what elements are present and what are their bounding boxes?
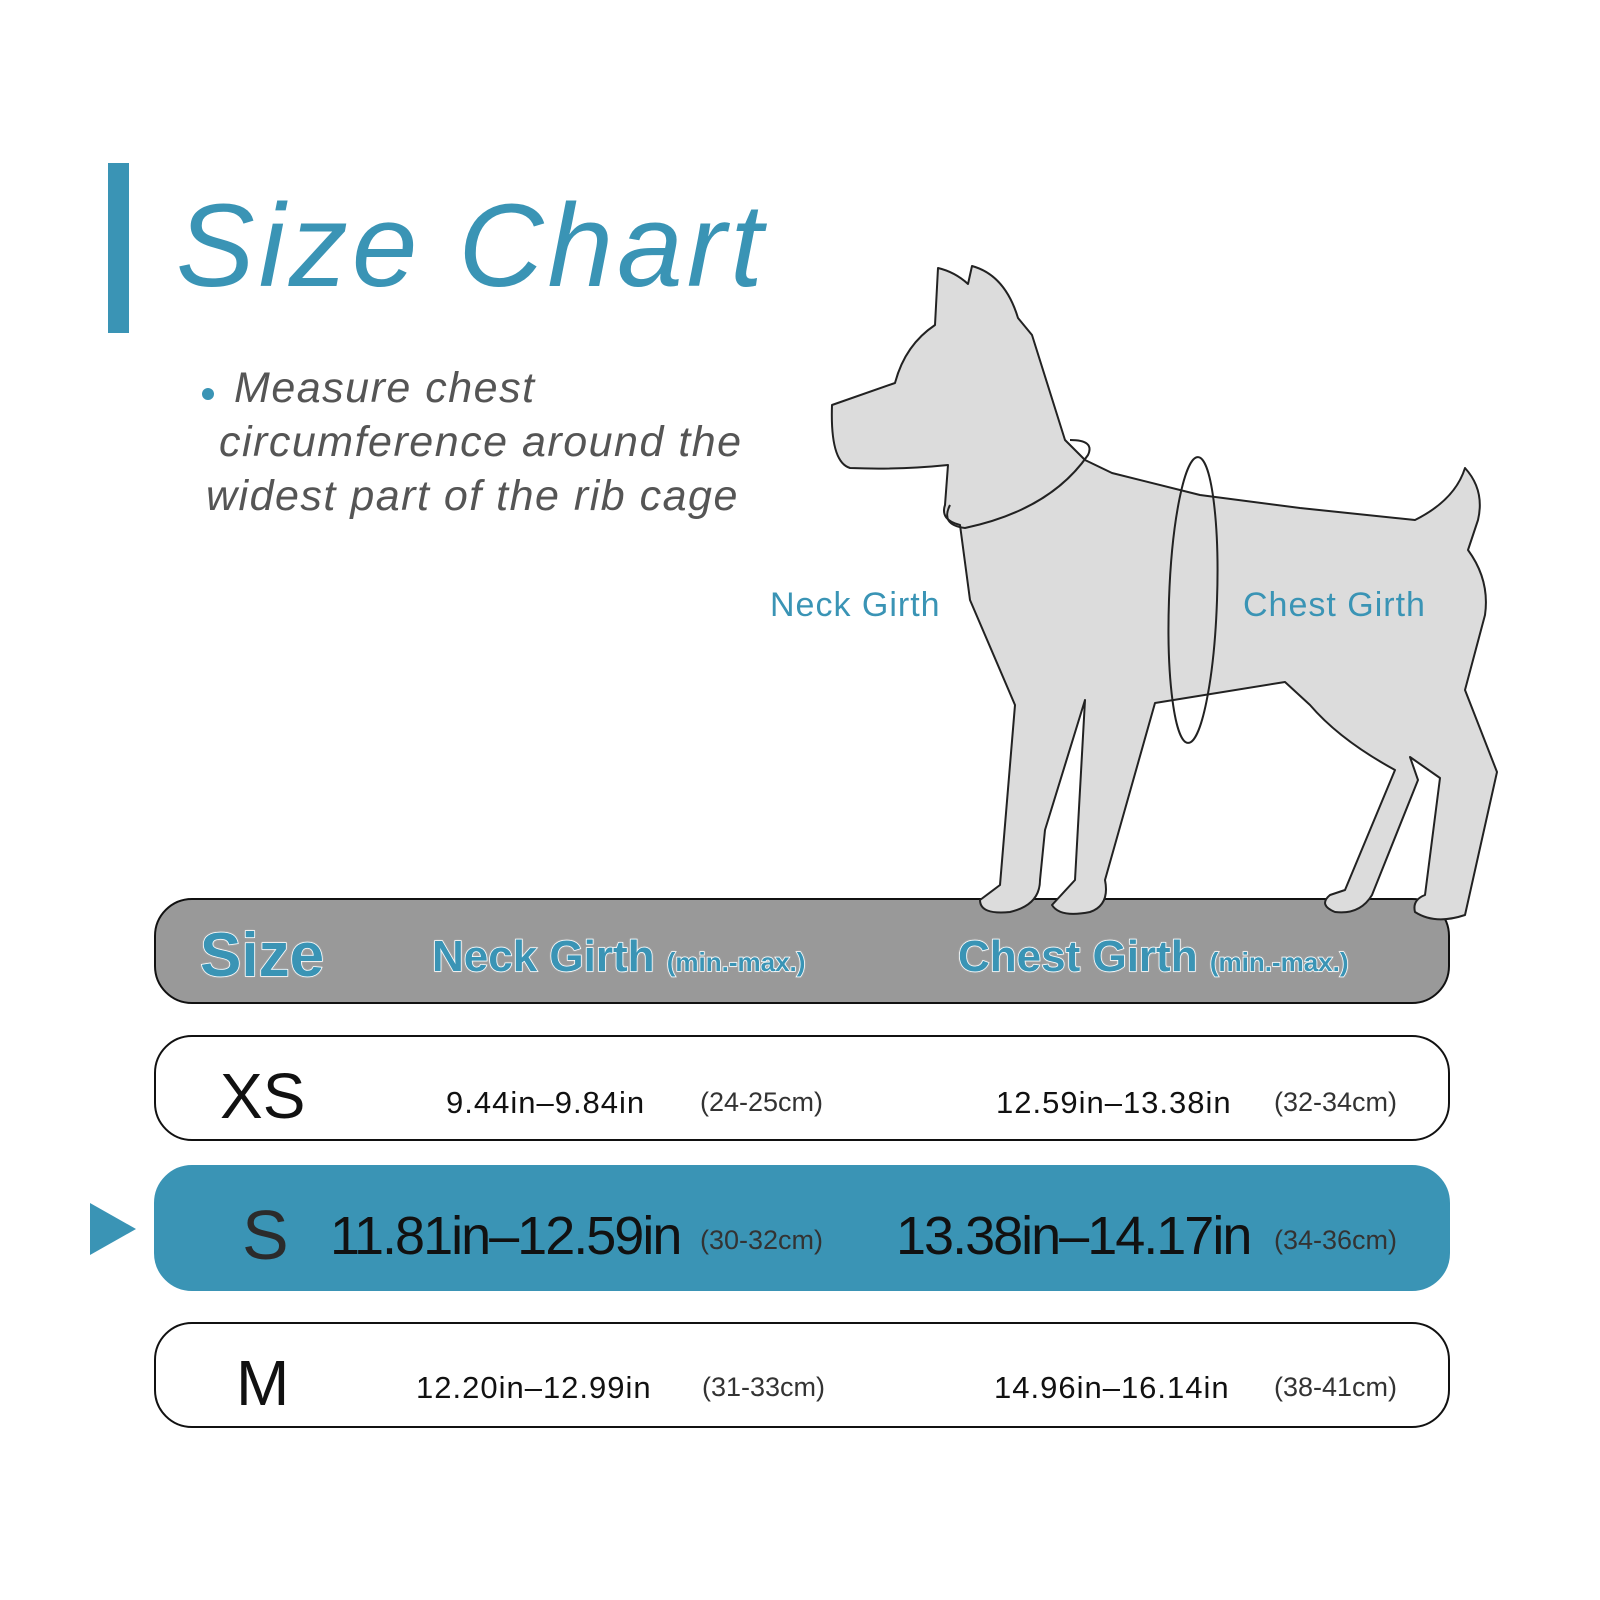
- header-neck-sub: (min.-max.): [666, 946, 806, 978]
- chest-cm-cell: (32-34cm): [1274, 1087, 1398, 1117]
- neck-cm-cell: (24-25cm): [700, 1087, 824, 1117]
- title-accent-bar: [108, 163, 129, 333]
- neck-girth-ring: [946, 439, 1091, 530]
- header-chest: Chest Girth (min.-max.): [957, 931, 1349, 982]
- triangle-right-icon: [90, 1203, 136, 1255]
- neck-cm-cell: (31-33cm): [702, 1372, 826, 1402]
- table-row-highlighted: S 11.81in–12.59in (30-32cm) 13.38in–14.1…: [154, 1165, 1450, 1291]
- neck-in-cell: 9.44in–9.84in: [446, 1085, 646, 1120]
- note-line: circumference around the: [219, 418, 743, 466]
- bullet-icon: [202, 388, 214, 400]
- chest-girth-label: Chest Girth: [1243, 586, 1426, 624]
- header-neck: Neck Girth (min.-max.): [431, 931, 806, 982]
- header-size: Size: [199, 920, 325, 991]
- neck-in-cell: 11.81in–12.59in: [330, 1206, 682, 1266]
- neck-girth-label: Neck Girth: [770, 586, 941, 624]
- dog-silhouette: [830, 265, 1498, 921]
- chest-cm-cell: (38-41cm): [1274, 1372, 1398, 1402]
- table-row: XS 9.44in–9.84in (24-25cm) 12.59in–13.38…: [154, 1035, 1450, 1141]
- neck-cm-cell: (30-32cm): [700, 1225, 824, 1255]
- size-cell: M: [236, 1347, 290, 1419]
- page-title: Size Chart: [176, 180, 767, 312]
- chest-in-cell: 13.38in–14.17in: [896, 1206, 1252, 1266]
- header-neck-label: Neck Girth: [431, 931, 655, 982]
- neck-in-cell: 12.20in–12.99in: [416, 1370, 652, 1405]
- chest-in-cell: 14.96in–16.14in: [994, 1370, 1230, 1405]
- chest-girth-ring: [1167, 456, 1219, 744]
- chest-cm-cell: (34-36cm): [1274, 1225, 1398, 1255]
- note-line: widest part of the rib cage: [206, 472, 739, 520]
- note-line: Measure chest: [234, 364, 536, 412]
- header-chest-label: Chest Girth: [957, 931, 1198, 982]
- table-row: M 12.20in–12.99in (31-33cm) 14.96in–16.1…: [154, 1322, 1450, 1428]
- size-cell: S: [242, 1196, 289, 1274]
- table-header: Size Neck Girth (min.-max.) Chest Girth …: [154, 898, 1450, 1004]
- header-chest-sub: (min.-max.): [1209, 946, 1349, 978]
- size-cell: XS: [220, 1060, 306, 1132]
- chest-in-cell: 12.59in–13.38in: [996, 1085, 1232, 1120]
